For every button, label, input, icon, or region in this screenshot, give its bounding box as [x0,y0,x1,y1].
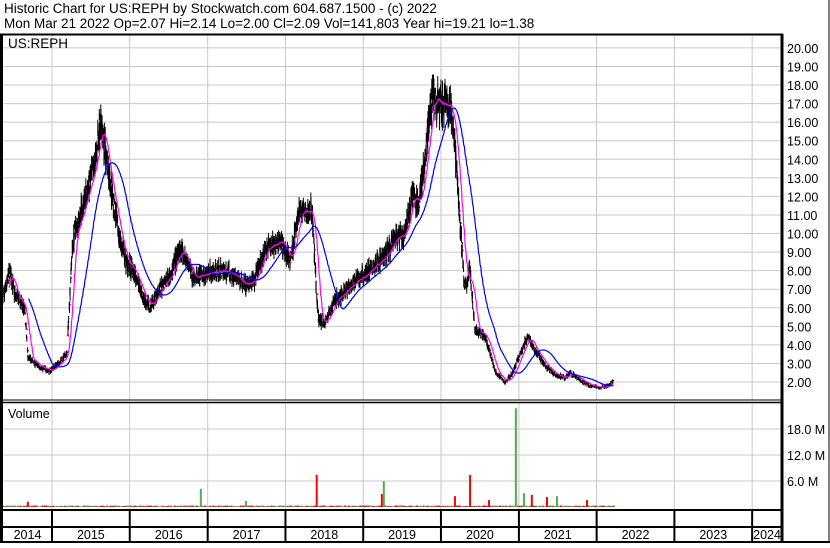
volume-spike-bar [381,494,383,507]
year-label: 2015 [77,528,105,542]
year-label: 2024 [753,528,781,542]
price-tick-label: 18.00 [787,79,818,93]
volume-spike-bar [523,493,525,507]
year-label: 2017 [233,528,261,542]
close-mark [459,210,461,212]
volume-spike-bar [200,489,202,507]
price-tick-label: 4.00 [787,339,811,353]
price-tick-label: 19.00 [787,60,818,74]
year-label: 2014 [14,528,42,542]
year-label: 2019 [388,528,416,542]
close-mark [317,293,319,295]
quote-summary: Mon Mar 21 2022 Op=2.07 Hi=2.14 Lo=2.00 … [4,16,534,31]
price-tick-label: 5.00 [787,320,811,334]
close-mark [26,329,28,331]
price-tick-label: 8.00 [787,265,811,279]
close-mark [290,262,292,264]
volume-bar [613,506,615,507]
volume-spike-bar [515,408,517,507]
close-mark [28,350,30,352]
price-tick-label: 10.00 [787,228,818,242]
price-tick-label: 12.00 [787,190,818,204]
volume-spike-bar [454,496,456,507]
volume-tick-label: 18.0 M [787,423,825,437]
volume-spike-bar [316,475,318,507]
close-mark [526,341,528,343]
price-tick-label: 7.00 [787,283,811,297]
price-tick-label: 17.00 [787,98,818,112]
price-tick-label: 11.00 [787,209,817,223]
price-tick-label: 6.00 [787,302,811,316]
volume-tick-label: 6.0 M [787,475,818,489]
price-tick-label: 16.00 [787,116,818,130]
close-mark [71,278,73,280]
year-label: 2021 [544,528,572,542]
volume-spike-bar [27,502,29,507]
year-label: 2022 [622,528,650,542]
year-label: 2020 [466,528,494,542]
volume-spike-bar [546,497,548,507]
price-tick-label: 9.00 [787,246,811,260]
volume-spike-bar [556,496,558,507]
price-tick-label: 15.00 [787,135,818,149]
volume-spike-bar [586,500,588,507]
price-tick-label: 14.00 [787,153,818,167]
year-label: 2023 [699,528,727,542]
close-mark [314,249,316,251]
close-mark [426,156,428,158]
year-label: 2018 [310,528,338,542]
price-tick-label: 20.00 [787,42,818,56]
volume-spike-bar [245,501,247,507]
price-tick-label: 13.00 [787,172,818,186]
volume-spike-bar [531,495,533,507]
price-tick-label: 3.00 [787,357,811,371]
year-label: 2016 [155,528,183,542]
volume-label: Volume [8,407,50,421]
close-mark [462,250,464,252]
volume-spike-bar [488,500,490,507]
volume-tick-label: 12.0 M [787,449,825,463]
chart-title: Historic Chart for US:REPH by Stockwatch… [4,1,437,16]
volume-spike-bar [383,481,385,507]
price-tick-label: 2.00 [787,376,811,390]
volume-spike-bar [469,475,471,507]
symbol-label: US:REPH [8,36,68,51]
